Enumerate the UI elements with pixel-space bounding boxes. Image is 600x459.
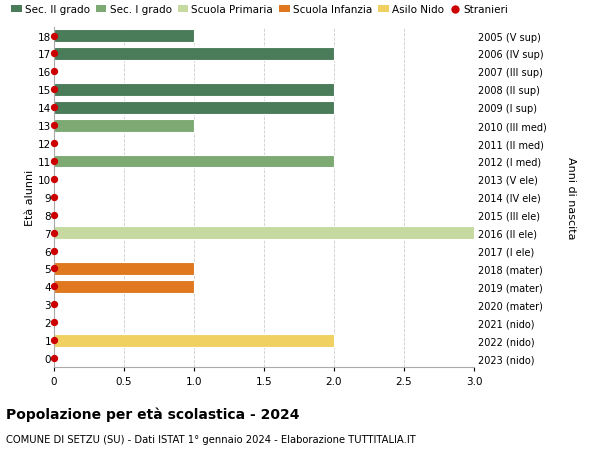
Point	[49, 212, 59, 219]
Y-axis label: Età alunni: Età alunni	[25, 169, 35, 225]
Point	[49, 33, 59, 40]
Point	[49, 247, 59, 255]
Point	[49, 176, 59, 183]
Point	[49, 301, 59, 308]
Bar	[54, 263, 194, 275]
Bar	[54, 30, 194, 43]
Text: Popolazione per età scolastica - 2024: Popolazione per età scolastica - 2024	[6, 406, 299, 421]
Bar	[54, 280, 194, 293]
Point	[49, 230, 59, 237]
Point	[49, 194, 59, 201]
Bar	[54, 48, 334, 61]
Point	[49, 283, 59, 291]
Point	[49, 86, 59, 94]
Bar	[54, 101, 334, 114]
Bar	[54, 334, 334, 347]
Bar	[54, 84, 334, 96]
Point	[49, 140, 59, 147]
Point	[49, 265, 59, 273]
Y-axis label: Anni di nascita: Anni di nascita	[566, 156, 577, 239]
Point	[49, 319, 59, 326]
Bar	[54, 119, 194, 132]
Bar	[54, 227, 474, 240]
Text: COMUNE DI SETZU (SU) - Dati ISTAT 1° gennaio 2024 - Elaborazione TUTTITALIA.IT: COMUNE DI SETZU (SU) - Dati ISTAT 1° gen…	[6, 434, 416, 444]
Point	[49, 337, 59, 344]
Bar	[54, 155, 334, 168]
Point	[49, 50, 59, 58]
Point	[49, 355, 59, 362]
Point	[49, 104, 59, 112]
Point	[49, 122, 59, 129]
Point	[49, 68, 59, 76]
Point	[49, 158, 59, 165]
Legend: Sec. II grado, Sec. I grado, Scuola Primaria, Scuola Infanzia, Asilo Nido, Stran: Sec. II grado, Sec. I grado, Scuola Prim…	[11, 5, 509, 15]
